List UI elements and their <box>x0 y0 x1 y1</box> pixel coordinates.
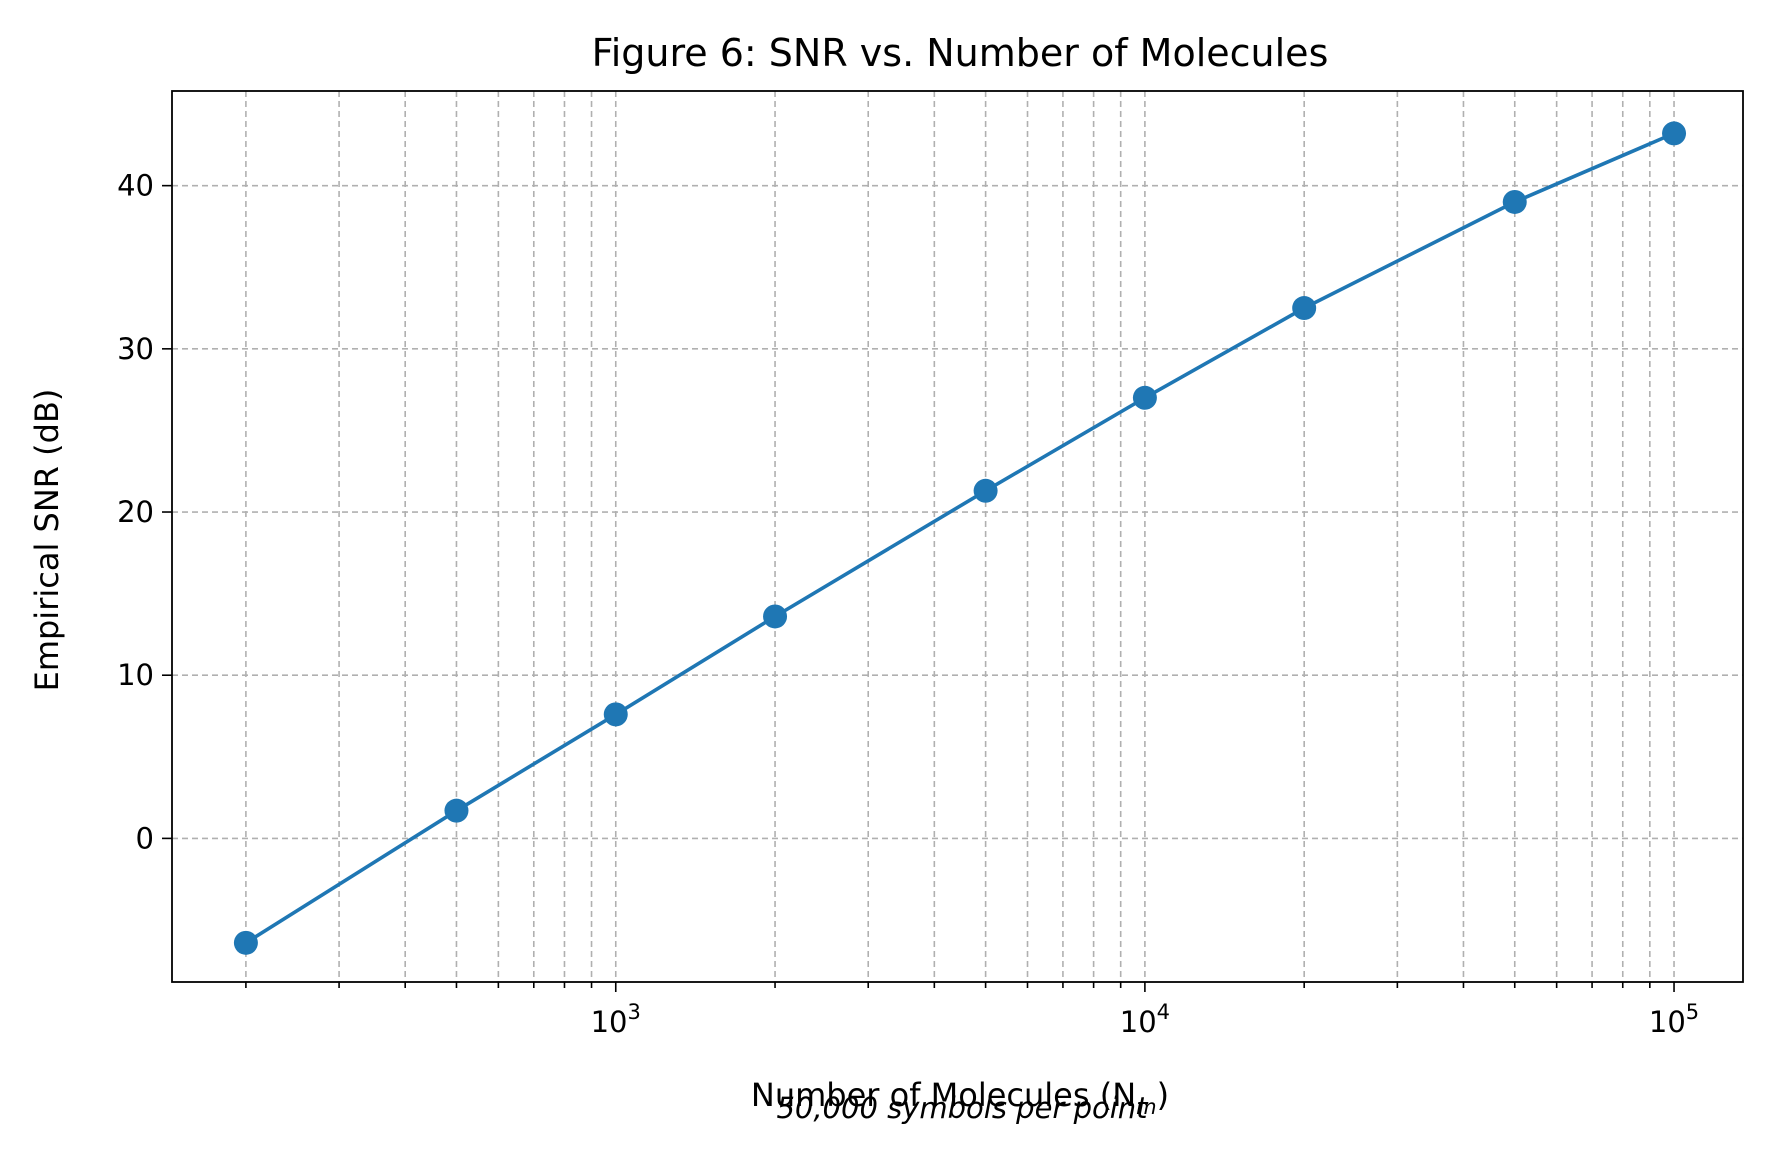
x-axis-label: Number of Molecules (Nm) <box>751 1076 1169 1119</box>
data-point <box>233 930 258 955</box>
y-tick-label: 30 <box>117 332 154 366</box>
chart-title: Figure 6: SNR vs. Number of Molecules <box>592 31 1329 75</box>
x-tick-label: 103 <box>591 1000 641 1039</box>
data-point <box>763 604 788 629</box>
y-tick-label: 40 <box>117 169 154 203</box>
annotation-note: 50,000 symbols per point <box>776 1091 1149 1125</box>
x-tick-label: 105 <box>1649 1000 1699 1039</box>
y-tick-label: 0 <box>136 821 154 855</box>
y-tick-label: 20 <box>117 495 154 529</box>
y-tick-label: 10 <box>117 658 154 692</box>
plot-area-frame <box>171 90 1744 983</box>
grid <box>172 91 1743 982</box>
data-point <box>1502 189 1527 214</box>
axis-ticks: 103 104 105 0 10 20 30 40 <box>117 169 1699 1039</box>
data-point <box>444 798 469 823</box>
data-point <box>973 478 998 503</box>
data-point <box>1132 385 1157 410</box>
data-point <box>1292 296 1317 321</box>
y-axis-label: Empirical SNR (dB) <box>28 389 66 692</box>
x-tick-label: 104 <box>1120 1000 1170 1039</box>
series-layer <box>233 121 1687 955</box>
data-point <box>603 702 628 727</box>
data-point <box>1662 121 1687 146</box>
